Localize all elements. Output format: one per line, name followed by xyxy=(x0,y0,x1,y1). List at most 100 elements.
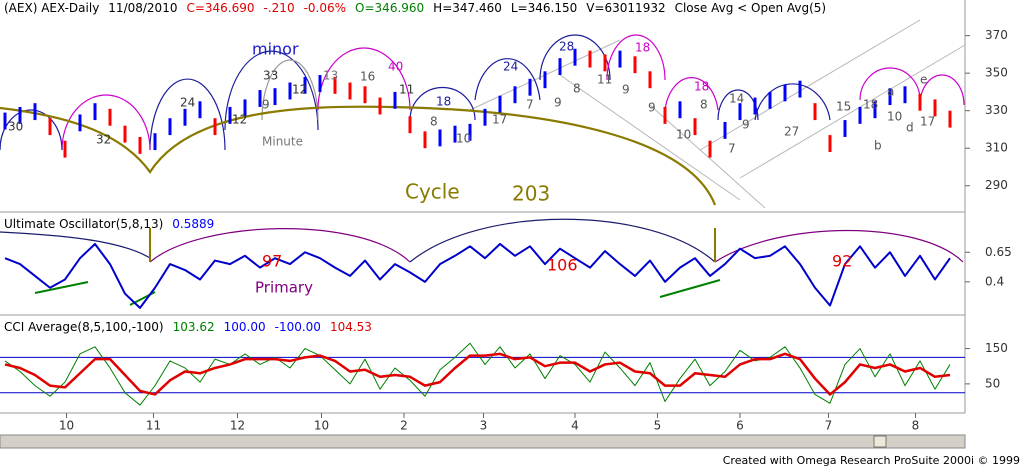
header-row: CCI Average(8,5,100,-100) 103.62 100.00 -10… xyxy=(4,320,372,334)
x-tick-label: 10 xyxy=(59,419,74,433)
annotation: Minute xyxy=(262,135,303,149)
cycle-arc xyxy=(149,78,226,151)
annotation: 203 xyxy=(512,182,550,206)
major-cycle-curve xyxy=(0,105,717,206)
annotation: 17 xyxy=(920,115,935,129)
cycle-arc xyxy=(859,67,921,101)
header-item: 100.00 xyxy=(224,320,266,334)
header-item: 104.53 xyxy=(330,320,372,334)
annotation: 33 xyxy=(263,69,278,83)
scrollbar[interactable] xyxy=(0,434,966,449)
x-tick-label: 6 xyxy=(736,419,744,433)
annotation: 8 xyxy=(700,98,708,112)
cycle-arc xyxy=(714,230,964,263)
annotation: 9 xyxy=(622,83,630,97)
annotation: 18 xyxy=(436,95,451,109)
annotation: Primary xyxy=(255,279,313,297)
cycle-arc xyxy=(261,59,319,121)
annotation: 97 xyxy=(262,252,282,271)
header-item: -0.06% xyxy=(304,1,346,15)
annotation: 40 xyxy=(388,60,403,74)
header-item: C=346.690 xyxy=(186,1,254,15)
y-tick-label: 150 xyxy=(985,341,1008,355)
annotation: 17 xyxy=(492,113,507,127)
annotation: 18 xyxy=(635,41,650,55)
y-tick-label: 330 xyxy=(985,103,1008,117)
cycle-arc xyxy=(224,50,319,131)
annotation: 8 xyxy=(430,115,438,129)
annotation: 10 xyxy=(456,132,471,146)
annotation: d xyxy=(906,121,914,135)
header-item: -100.00 xyxy=(275,320,321,334)
cycle-arc xyxy=(0,231,151,259)
cycle-arcs xyxy=(0,34,965,306)
header-item: V=63011932 xyxy=(586,1,665,15)
header-item: (AEX) AEX-Daily xyxy=(4,1,99,15)
x-tick-label: 12 xyxy=(230,419,245,433)
annotation: 32 xyxy=(96,133,111,147)
annotation: e xyxy=(920,73,927,87)
header-item: 103.62 xyxy=(173,320,215,334)
annotation: Cycle xyxy=(405,180,460,204)
header-row: (AEX) AEX-Daily 11/08/2010 C=346.690 -.210-… xyxy=(4,1,826,15)
x-tick-label: 2 xyxy=(400,419,408,433)
annotation: 18 xyxy=(863,98,878,112)
annotation: 16 xyxy=(360,70,375,84)
cycle-arc xyxy=(61,94,151,151)
annotation: 106 xyxy=(547,256,578,275)
annotation: 28 xyxy=(559,40,574,54)
annotation: 9 xyxy=(262,98,270,112)
channel-line xyxy=(699,19,921,151)
annotation: 9 xyxy=(742,118,750,132)
annotation: 12 xyxy=(292,83,307,97)
annotation: 24 xyxy=(180,96,195,110)
annotation: 18 xyxy=(694,80,709,94)
annotation: 8 xyxy=(573,82,581,96)
y-tick-label: 290 xyxy=(985,178,1008,192)
header-row: Ultimate Oscillator(5,8,13) 0.5889 xyxy=(4,217,214,231)
channel-line xyxy=(649,104,766,209)
channel-lines xyxy=(469,19,966,209)
trend-line xyxy=(34,281,89,294)
annotation: b xyxy=(874,139,882,153)
y-tick-label: 370 xyxy=(985,28,1008,42)
x-tick-label: 3 xyxy=(480,419,488,433)
annotation: 10 xyxy=(676,128,691,142)
header-item: H=347.460 xyxy=(433,1,502,15)
y-tick-label: 0.65 xyxy=(985,245,1012,259)
y-tick-label: 310 xyxy=(985,141,1008,155)
annotation: 92 xyxy=(832,252,852,271)
y-tick-label: 350 xyxy=(985,66,1008,80)
annotation: 12 xyxy=(232,113,247,127)
channel-line xyxy=(559,74,741,201)
header-item: Ultimate Oscillator(5,8,13) xyxy=(4,217,163,231)
x-tick-label: 4 xyxy=(571,419,579,433)
annotation: 27 xyxy=(784,125,799,139)
x-tick-label: 8 xyxy=(912,419,920,433)
annotation: 14 xyxy=(729,92,744,106)
cycle-arc xyxy=(149,228,411,263)
annotation: 9 xyxy=(554,96,562,110)
cycle-arc xyxy=(409,218,716,263)
annotation: 11 xyxy=(399,83,414,97)
cycle-arc xyxy=(754,83,831,121)
x-tick-label: 7 xyxy=(825,419,833,433)
x-tick-label: 10 xyxy=(314,419,329,433)
series-line xyxy=(4,352,951,396)
x-tick-label: 5 xyxy=(654,419,662,433)
cycle-arc xyxy=(606,34,666,81)
x-tick-label: 11 xyxy=(146,419,161,433)
scrollbar-thumb[interactable] xyxy=(873,435,887,448)
cycle-arc xyxy=(0,109,63,151)
header-item: CCI Average(8,5,100,-100) xyxy=(4,320,164,334)
header-item: Close Avg < Open Avg(5) xyxy=(675,1,827,15)
annotation: 10 xyxy=(887,110,902,124)
annotation: 13 xyxy=(323,69,338,83)
trend-line xyxy=(659,279,721,298)
cycle-arc xyxy=(474,58,541,101)
footer: Created with Omega Research ProSuite 200… xyxy=(723,454,1020,467)
annotation: 30 xyxy=(8,120,23,134)
annotation: 11 xyxy=(597,73,612,87)
